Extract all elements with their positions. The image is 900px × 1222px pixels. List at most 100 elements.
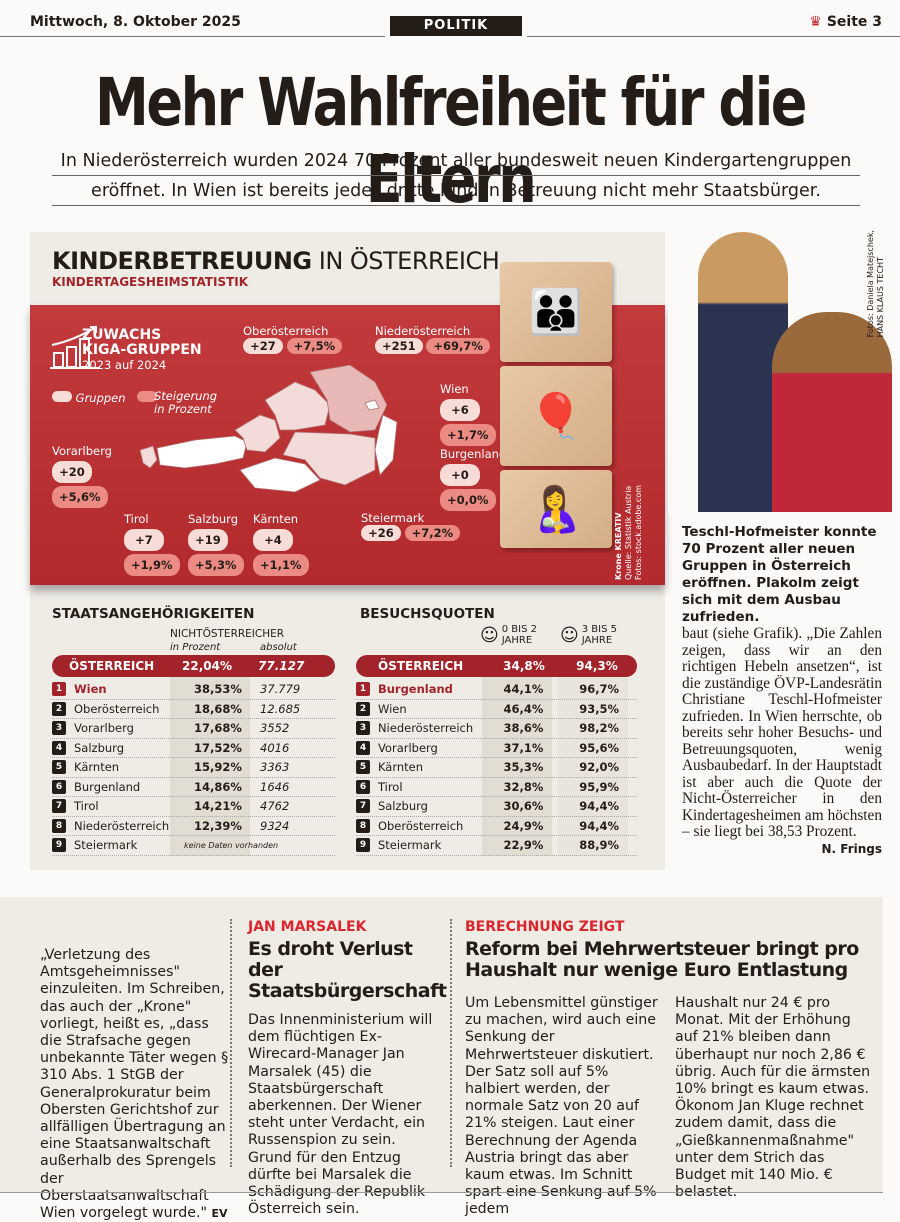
region-label-tirol: Tirol +7 +1,9% <box>124 509 180 576</box>
groups-pill: +26 <box>361 525 401 541</box>
region-label-kaernten: Kärnten +4 +1,1% <box>253 509 309 576</box>
value-0-2: 22,9% <box>503 838 544 853</box>
pct-value: 17,52% <box>194 740 242 755</box>
region-name: Burgenland <box>377 682 453 697</box>
page-number: ♛ Seite 3 <box>809 14 882 30</box>
region-salzburg <box>234 414 281 453</box>
rank-badge: 7 <box>356 799 370 814</box>
region-name: Kärnten <box>377 760 424 775</box>
child-face-icon: ☺ <box>560 624 579 646</box>
groups-pill: +4 <box>253 529 293 551</box>
pct-value: 14,86% <box>194 779 242 794</box>
citizenship-col-pct: in Prozent <box>170 642 221 653</box>
region-name: Tirol <box>74 799 99 814</box>
column-highlight <box>482 676 552 856</box>
column-divider <box>230 919 232 1167</box>
family-block-icon: 👪 <box>500 262 612 362</box>
page-bottom-rule <box>0 1192 883 1193</box>
header-rule <box>527 36 900 37</box>
legend-increase-label: Steigerung in Prozent <box>154 390 217 416</box>
pct-pill: +5,3% <box>188 554 244 576</box>
pct-pill: +1,7% <box>440 424 496 446</box>
rank-badge: 6 <box>356 779 370 794</box>
region-name: Oberösterreich <box>377 818 464 833</box>
region-name: Oberösterreich <box>243 324 329 338</box>
pct-pill: +0,0% <box>440 489 496 511</box>
region-label-oberoesterreich: Oberösterreich +27 +7,5% <box>243 324 343 354</box>
table-row: 9 Steiermark keine Daten vorhanden <box>52 836 335 856</box>
region-niederoesterreich <box>309 364 388 433</box>
citizenship-title: STAATSANGEHÖRIGKEITEN <box>52 606 255 622</box>
value-0-2: 24,9% <box>503 818 544 833</box>
total-b: 94,3% <box>576 659 618 673</box>
attendance-total-row: ÖSTERREICH 34,8% 94,3% <box>356 655 637 677</box>
total-label: ÖSTERREICH <box>378 659 464 673</box>
credit-3: Fotos: stock.adobe.com <box>634 485 643 580</box>
table-row: 5 Kärnten 35,3% 92,0% <box>356 758 637 778</box>
value-0-2: 30,6% <box>503 799 544 814</box>
value-3-5: 93,5% <box>579 701 620 716</box>
groups-pill: +6 <box>440 399 480 421</box>
value-0-2: 37,1% <box>503 740 544 755</box>
pct-value: 17,68% <box>194 721 242 736</box>
story-text: Das Innenministerium will dem flüchtigen… <box>248 1012 433 1218</box>
rank-badge: 8 <box>356 818 370 833</box>
rank-badge: 8 <box>52 818 66 833</box>
total-pct: 22,04% <box>182 659 232 673</box>
title-bold: KINDERBETREUUNG <box>52 247 312 275</box>
total-abs: 77.127 <box>258 659 305 673</box>
region-kaernten <box>239 457 321 493</box>
region-name: Vorarlberg <box>74 721 134 736</box>
region-label-wien: Wien +6 +1,7% <box>440 379 496 446</box>
article-text: baut (siehe Grafik). „Die Zahlen zeigen,… <box>682 625 882 840</box>
pct-pill: +5,6% <box>52 486 108 508</box>
citizenship-col-abs: absolut <box>260 642 297 653</box>
rank-badge: 1 <box>52 682 66 697</box>
abs-value: 37.779 <box>260 682 301 697</box>
region-name: Steiermark <box>377 838 442 853</box>
col1-text: „Verletzung des Amtsgeheimnisses" einzul… <box>40 947 229 1222</box>
region-name: Salzburg <box>74 740 124 755</box>
table-row: 2 Oberösterreich 18,68% 12.685 <box>52 700 335 719</box>
region-name: Steiermark <box>74 838 138 853</box>
region-name: Kärnten <box>253 512 299 526</box>
table-row: 4 Salzburg 17,52% 4016 <box>52 739 335 758</box>
region-name: Vorarlberg <box>52 444 112 458</box>
legend-increase-1: Steigerung <box>154 389 218 403</box>
story-text-1: Um Lebensmittel günstiger zu machen, wir… <box>465 995 658 1218</box>
rank-badge: 9 <box>356 838 370 853</box>
pct-value: 15,92% <box>194 760 242 775</box>
subheadline-line-2: eröffnet. In Wien ist bereits jedes drit… <box>52 181 860 206</box>
value-3-5: 95,6% <box>579 740 620 755</box>
table-row: 3 Vorarlberg 17,68% 3552 <box>52 719 335 739</box>
abs-value: 1646 <box>260 779 290 794</box>
table-row: 6 Burgenland 14,86% 1646 <box>52 778 335 797</box>
pct-pill: +1,9% <box>124 554 180 576</box>
region-name: Steiermark <box>361 511 425 525</box>
story-text-2: Haushalt nur 24 € pro Monat. Mit der Erh… <box>675 995 871 1201</box>
story-mehrwertsteuer: BERECHNUNG ZEIGT Reform bei Mehrwertsteu… <box>465 919 875 1217</box>
abs-value: 12.685 <box>260 701 301 716</box>
column-divider <box>450 919 452 1167</box>
table-row: 9 Steiermark 22,9% 88,9% <box>356 836 637 856</box>
growth-title-2: KIGA-GRUPPEN <box>82 342 202 358</box>
value-3-5: 98,2% <box>579 721 620 736</box>
value-0-2: 38,6% <box>503 721 544 736</box>
table-row: 6 Tirol 32,8% 95,9% <box>356 778 637 797</box>
legend-groups-label: Gruppen <box>75 391 126 405</box>
mother-child-block-icon: 🤱 <box>500 470 612 548</box>
infographic-subtitle: KINDERTAGESHEIMSTATISTIK <box>52 275 249 289</box>
region-label-burgenland: Burgenland +0 +0,0% <box>440 444 506 511</box>
table-row: 5 Kärnten 15,92% 3363 <box>52 758 335 778</box>
author: N. Frings <box>821 841 882 856</box>
title-light: IN ÖSTERREICH <box>311 247 500 275</box>
col-b-1: 3 BIS 5 <box>581 624 618 635</box>
table-row: 7 Tirol 14,21% 4762 <box>52 797 335 817</box>
pct-pill: +7,2% <box>404 525 461 541</box>
region-tirol <box>156 435 248 469</box>
bottom-news-section: „Verletzung des Amtsgeheimnisses" einzul… <box>0 897 883 1221</box>
graphic-credit: Krone KREATIV Quelle: Statistik Austria Fo… <box>614 470 644 580</box>
attendance-title: BESUCHSQUOTEN <box>360 606 495 622</box>
region-label-salzburg: Salzburg +19 +5,3% <box>188 509 244 576</box>
region-name: Vorarlberg <box>377 740 438 755</box>
